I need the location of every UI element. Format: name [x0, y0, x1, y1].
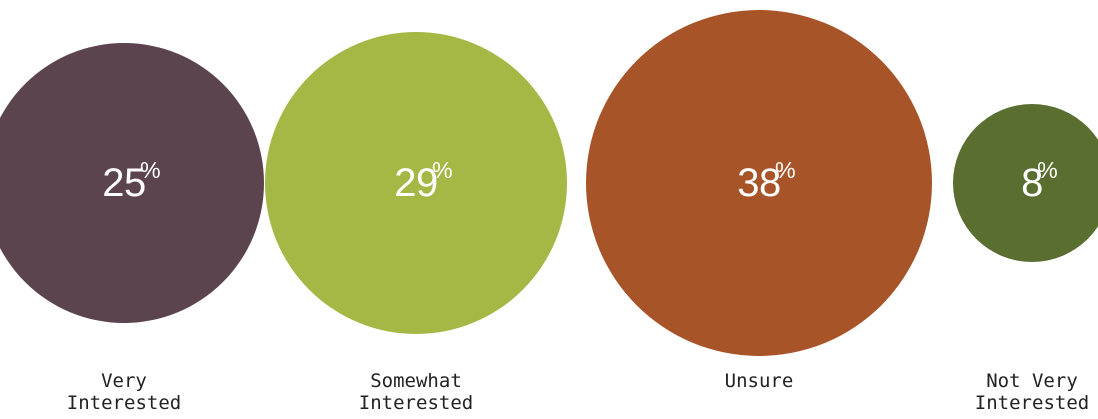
data-label-2: 38%: [737, 158, 795, 205]
bubble-2: 38%: [586, 10, 932, 356]
category-label-2: Unsure: [724, 370, 794, 392]
bubble-0: 25%: [0, 42, 265, 324]
data-label-1: 29%: [394, 158, 452, 205]
category-label-0: Very Interested: [66, 370, 182, 414]
percent-sign: %: [431, 156, 453, 183]
percent-sign: %: [140, 156, 161, 183]
bubble-1: 29%: [264, 31, 568, 335]
data-label-value: 8: [1021, 160, 1043, 205]
percent-sign: %: [1037, 156, 1058, 183]
data-label-3: 8%: [1021, 158, 1058, 205]
data-label-value: 38: [737, 161, 781, 205]
category-label-1: Somewhat Interested: [358, 370, 474, 414]
data-label-value: 25: [102, 160, 146, 205]
bubble-3: 8%: [952, 103, 1098, 263]
data-label-value: 29: [394, 160, 438, 205]
category-label-3: Not Very Interested: [974, 370, 1090, 414]
data-label-0: 25%: [102, 158, 160, 205]
percent-sign: %: [775, 156, 796, 183]
